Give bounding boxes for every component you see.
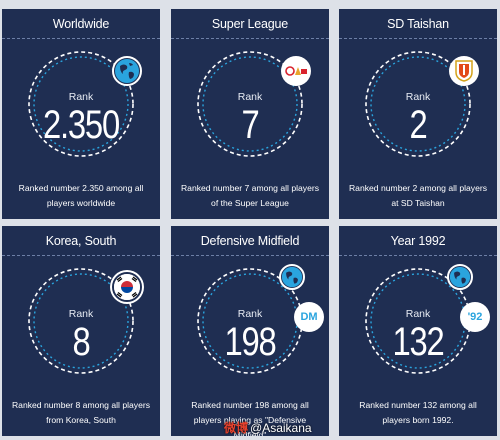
card-title: Worldwide — [2, 9, 160, 39]
rank-ring — [28, 268, 134, 374]
ranking-card-super-league[interactable]: Super League Rank 7 Ranked number 7 amon… — [171, 9, 329, 219]
super-league-logo-icon — [281, 56, 311, 86]
rank-value: 7 — [241, 103, 259, 147]
rank-label: Rank — [68, 308, 94, 320]
card-title: Defensive Midfield — [171, 226, 329, 256]
position-badge: DM — [294, 302, 324, 332]
rank-description: Ranked number 2.350 among all players wo… — [18, 183, 144, 208]
globe-icon — [279, 264, 305, 290]
ranking-card-korea-south[interactable]: Korea, South Rank 8 Ranked number 8 amon… — [2, 226, 160, 436]
rank-description: Ranked number 7 among all players of the… — [180, 183, 320, 208]
rank-value: 2 — [409, 103, 427, 147]
rank-label: Rank — [237, 91, 263, 103]
globe-icon — [447, 264, 473, 290]
card-title: Year 1992 — [339, 226, 497, 256]
rank-label: Rank — [405, 91, 431, 103]
rank-value: 132 — [392, 320, 444, 364]
rank-value: 198 — [224, 320, 276, 364]
rank-description: Ranked number 8 among all players from K… — [11, 400, 151, 425]
rank-label: Rank — [237, 308, 263, 320]
ranking-card-sd-taishan[interactable]: SD Taishan Rank 2 Ranked number 2 among … — [339, 9, 497, 219]
card-title: Korea, South — [2, 226, 160, 256]
ranking-card-defensive-midfield[interactable]: Defensive Midfield Rank 198 DM Ranked nu… — [171, 226, 329, 436]
rank-label: Rank — [405, 308, 431, 320]
rank-label: Rank — [68, 91, 94, 103]
year-badge: '92 — [460, 302, 490, 332]
club-crest-icon — [449, 56, 479, 86]
rank-description: Ranked number 198 among all players play… — [191, 400, 309, 436]
watermark: 微博 @Asaikana — [224, 419, 312, 436]
weibo-logo: 微博 — [224, 421, 249, 435]
rank-ring — [28, 51, 134, 157]
globe-icon — [112, 56, 142, 86]
rank-value: 8 — [72, 320, 90, 364]
rank-ring — [365, 51, 471, 157]
rank-value: 2.350 — [43, 103, 120, 147]
rank-description: Ranked number 132 among all players born… — [359, 400, 477, 425]
rank-ring — [197, 51, 303, 157]
watermark-handle: @Asaikana — [250, 421, 312, 435]
card-title: Super League — [171, 9, 329, 39]
korea-flag-icon — [112, 272, 142, 302]
rank-description: Ranked number 2 among all players at SD … — [348, 183, 488, 208]
card-title: SD Taishan — [339, 9, 497, 39]
ranking-card-worldwide[interactable]: Worldwide Rank 2.350 Ranked number 2.350… — [2, 9, 160, 219]
ranking-card-year-1992[interactable]: Year 1992 Rank 132 '92 Ranked number 132… — [339, 226, 497, 436]
